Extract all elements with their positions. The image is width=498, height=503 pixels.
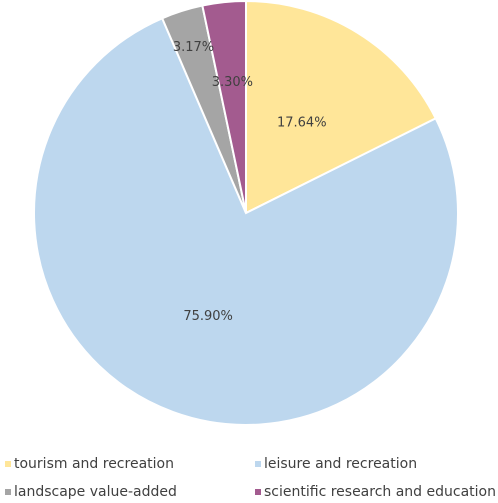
- data-label: 3.30%: [212, 75, 253, 90]
- legend-label: tourism and recreation: [14, 456, 174, 472]
- pie-slice: [245, 0, 438, 215]
- legend-marker: [255, 461, 261, 467]
- legend-label: leisure and recreation: [264, 456, 417, 472]
- data-label: 75.90%: [183, 309, 233, 324]
- legend-label: landscape value-added: [14, 484, 177, 500]
- pie-slice: [201, 0, 247, 214]
- legend-marker: [5, 461, 11, 467]
- legend-marker: [5, 489, 11, 495]
- pie-slice: [33, 16, 459, 426]
- legend-label: scientific research and education: [264, 484, 496, 500]
- legend-marker: [255, 489, 261, 495]
- data-label: 3.17%: [173, 40, 214, 55]
- data-label: 17.64%: [277, 115, 327, 130]
